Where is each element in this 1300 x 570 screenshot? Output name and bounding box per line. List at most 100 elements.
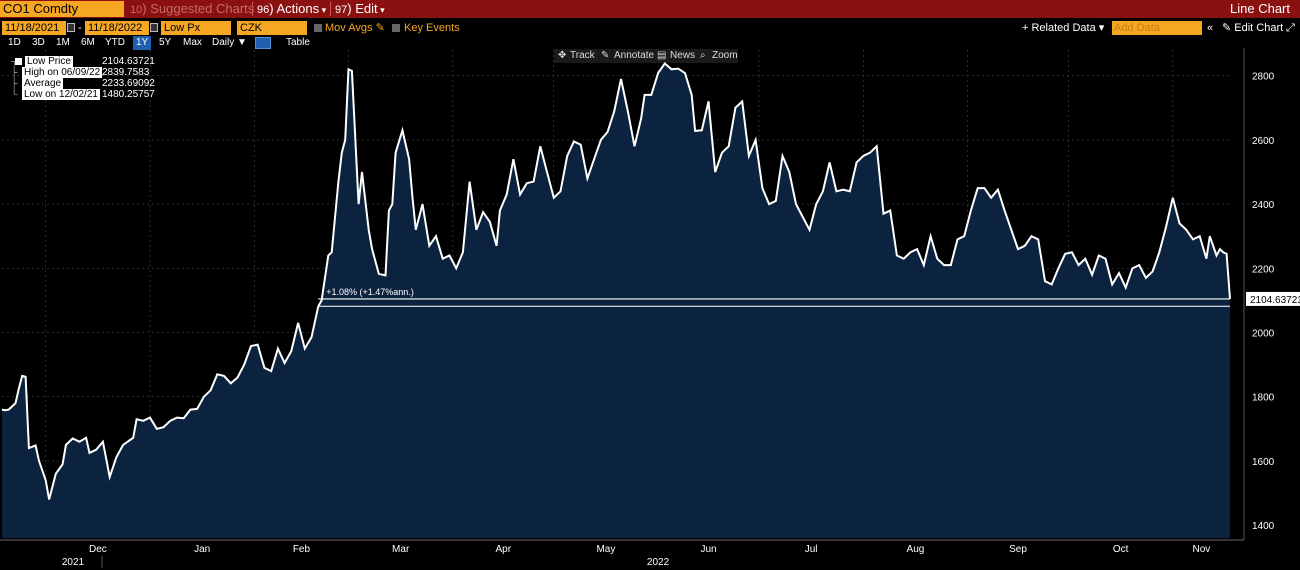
y-axis: 1400 1600 1800 2000 2200 2400 2600 2800 [1243, 48, 1275, 540]
field-selector[interactable]: Low Px [161, 21, 231, 35]
pencil-icon[interactable]: ✎ [375, 22, 385, 34]
x-tick-label: Nov [1193, 544, 1211, 555]
x-tick-label: Jan [194, 544, 210, 555]
x-tick-label: May [596, 544, 615, 555]
edit-menu[interactable]: 97) Edit ▾ [335, 1, 385, 16]
x-tick-label: Feb [293, 544, 311, 555]
y-tick-label: 1400 [1252, 521, 1275, 532]
legend-low-price-label: Low Price [25, 56, 73, 67]
price-area-fill [2, 63, 1230, 538]
range-button[interactable]: 5Y [159, 37, 172, 48]
table-button[interactable]: Table [286, 37, 310, 48]
edit-label: Edit [355, 1, 378, 16]
news-icon[interactable]: ▤ [657, 50, 667, 61]
calendar-icon[interactable] [67, 23, 75, 32]
annotate-button[interactable]: Annotate [614, 50, 655, 61]
zoom-button[interactable]: Zoom [712, 50, 738, 61]
series-swatch [15, 58, 22, 65]
key-events-checkbox[interactable] [392, 24, 400, 32]
legend-average-value: 2233.69092 [102, 78, 155, 89]
chart-type-title: Line Chart [1230, 1, 1290, 16]
year-label: 2021 [62, 557, 85, 568]
x-tick-label: Jul [805, 544, 818, 555]
last-value-label: 2104.63721 [1250, 295, 1300, 306]
toolbar-divider [252, 2, 253, 16]
zoom-icon[interactable]: ⌕ [700, 50, 706, 61]
suggested-charts-number: 10 [130, 4, 143, 16]
range-button[interactable]: Max [183, 37, 202, 48]
y-tick-label: 2000 [1252, 329, 1275, 340]
y-tick-label: 2400 [1252, 200, 1275, 211]
currency-selector[interactable]: CZK [237, 21, 307, 35]
y-tick-label: 2800 [1252, 72, 1275, 83]
actions-label: Actions [276, 1, 320, 16]
range-button[interactable]: 1M [56, 37, 70, 48]
x-tick-label: Sep [1009, 544, 1027, 555]
x-tick-label: Dec [89, 544, 107, 555]
legend-low-label: Low on 12/02/21 [22, 89, 100, 100]
expand-icon[interactable]: ⤢ [1286, 22, 1295, 34]
y-tick-label: 1800 [1252, 393, 1275, 404]
news-button[interactable]: News [670, 50, 696, 61]
toolbar-divider [330, 2, 331, 16]
legend-high-label: High on 06/09/22 [22, 67, 103, 78]
y-tick-label: 2600 [1252, 136, 1275, 147]
x-tick-label: Jun [700, 544, 716, 555]
suggested-charts-label: Suggested Charts [150, 1, 255, 16]
range-button[interactable]: 1D [8, 37, 21, 48]
change-annotation: +1.08% (+1.47%ann.) [326, 287, 414, 297]
tree-icon: └ [11, 89, 18, 99]
x-axis: Dec Jan Feb Mar Apr May Jun Jul Aug Sep Oct Nov 2021… [0, 539, 1244, 568]
frequency-selector[interactable]: Daily ▼ [212, 37, 247, 48]
actions-menu[interactable]: 96) Actions ▾ [257, 1, 327, 16]
legend-average-label: Average [22, 78, 64, 89]
date-dash: - [78, 22, 82, 34]
price-line [1, 62, 1231, 500]
control-bar: 11/18/2021 - 11/18/2022 Low Px CZK Mov A… [0, 20, 1300, 36]
legend-row-low-price[interactable]: ┬ Low Price 2104.63721 [8, 56, 158, 67]
price-chart[interactable]: 1400 1600 1800 2000 2200 2400 2600 2800 Dec Jan F… [0, 48, 1300, 570]
ticker-field[interactable]: CO1 Comdty [0, 1, 124, 17]
y-tick-label: 1600 [1252, 457, 1275, 468]
x-tick-label: Mar [392, 544, 410, 555]
edit-chart-button[interactable]: ✎ Edit Chart [1222, 20, 1283, 36]
y-tick-label: 2200 [1252, 264, 1275, 275]
edit-number: 97 [335, 4, 348, 16]
start-date-input[interactable]: 11/18/2021 [2, 21, 66, 35]
suggested-charts-menu[interactable]: 10) Suggested Charts [130, 1, 255, 16]
chart-tools-bar: ✥ Track ✎ Annotate ▤ News ⌕ Zoom [554, 49, 738, 63]
range-button-selected[interactable]: 1Y [133, 36, 152, 50]
legend-low-value: 1480.25757 [102, 89, 155, 100]
related-data-button[interactable]: + Related Data ▾ [1022, 22, 1105, 34]
legend-row-high[interactable]: ├ High on 06/09/22 2839.7583 [8, 67, 158, 78]
pencil-icon[interactable]: ✎ [601, 50, 610, 61]
mov-avgs-label[interactable]: Mov Avgs ✎ [325, 22, 385, 34]
legend-row-low[interactable]: └ Low on 12/02/21 1480.25757 [8, 89, 158, 100]
chart-icon[interactable] [255, 37, 271, 49]
calendar-icon[interactable] [150, 23, 158, 32]
x-tick-label: Apr [496, 544, 512, 555]
range-button[interactable]: YTD [105, 37, 125, 48]
crosshair-icon[interactable]: ✥ [558, 50, 567, 61]
edit-chart-label: Edit Chart [1234, 22, 1284, 34]
add-data-input[interactable]: Add Data [1112, 21, 1202, 35]
last-value-box [1246, 291, 1300, 306]
track-button[interactable]: Track [570, 50, 595, 61]
year-label: 2022 [647, 557, 670, 568]
legend-high-value: 2839.7583 [102, 67, 150, 78]
mov-avgs-checkbox[interactable] [314, 24, 322, 32]
actions-number: 96 [257, 4, 270, 16]
pencil-icon: ✎ [1222, 22, 1232, 34]
legend-row-average[interactable]: ├ Average 2233.69092 [8, 78, 158, 89]
chart-marks: +1.08% (+1.47%ann.) 2104.63721 [326, 287, 1300, 306]
end-date-input[interactable]: 11/18/2022 [85, 21, 149, 35]
tree-icon: ├ [11, 78, 18, 88]
key-events-label[interactable]: Key Events [404, 22, 460, 34]
x-tick-label: Oct [1113, 544, 1129, 555]
range-button[interactable]: 6M [81, 37, 95, 48]
legend-low-price-value: 2104.63721 [102, 56, 155, 67]
range-button[interactable]: 3D [32, 37, 45, 48]
x-tick-label: Aug [907, 544, 925, 555]
tree-icon: ┬ [11, 56, 17, 67]
collapse-icon[interactable]: « [1207, 22, 1214, 34]
